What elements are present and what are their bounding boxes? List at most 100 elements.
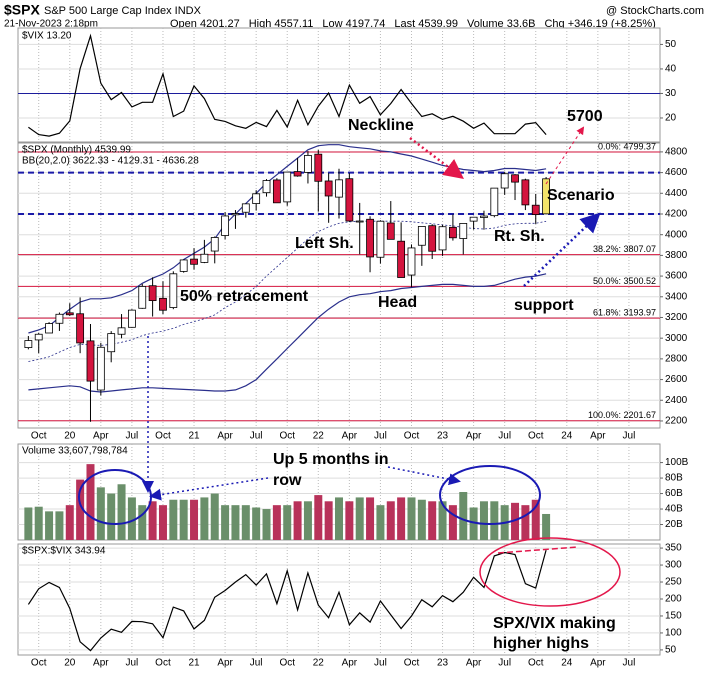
reference-label: 50.0%: 3500.52 (593, 276, 656, 286)
volume-bar (303, 501, 312, 540)
volume-bar (117, 484, 126, 540)
panel-frame (17, 543, 661, 656)
candle-body (96, 346, 105, 391)
candle-body (500, 173, 509, 189)
candle-body (542, 178, 550, 215)
volume-bar (76, 479, 85, 540)
reference-label: 0.0%: 4799.37 (598, 141, 656, 151)
y-tick-label: 50 (665, 39, 677, 50)
candle-body (459, 223, 468, 239)
annotation: higher highs (493, 635, 589, 652)
candle-body (386, 222, 395, 240)
series-line (27, 549, 547, 652)
y-tick-label: 4200 (665, 209, 688, 220)
volume-bar (179, 499, 188, 540)
y-tick-label: 3200 (665, 312, 688, 323)
x-tick-label: Oct (404, 658, 420, 669)
candle-body (34, 333, 43, 341)
y-tick-label: 20B (665, 519, 683, 530)
candle-body (521, 179, 530, 206)
x-tick-label: Apr (342, 431, 358, 442)
volume-bar (417, 499, 426, 540)
candle-body (397, 240, 406, 278)
candle-body (531, 204, 540, 216)
candle-body (200, 253, 209, 263)
y-tick-label: 4400 (665, 188, 688, 199)
date: 21-Nov-2023 2:18pm (4, 19, 98, 30)
candle-body (76, 313, 85, 344)
y-tick-label: 3400 (665, 291, 688, 302)
support-arrow (523, 212, 601, 287)
volume-bar (428, 501, 437, 540)
x-tick-label: Jul (126, 431, 139, 442)
y-tick-label: 2400 (665, 395, 688, 406)
candle-body (407, 247, 416, 276)
volume-bar (511, 502, 520, 540)
candle-body (283, 171, 292, 203)
reference-label: 61.8%: 3193.97 (593, 307, 656, 317)
legend-label: $VIX 13.20 (22, 31, 72, 42)
volume-bar (221, 505, 230, 540)
volume-bar (355, 497, 364, 540)
y-tick-label: 80B (665, 473, 683, 484)
x-tick-label: Jul (498, 431, 511, 442)
stats: Open 4201.27 High 4557.11 Low 4197.74 Last … (170, 18, 656, 30)
volume-bar (262, 509, 271, 540)
series-line (28, 33, 547, 137)
volume-bar (272, 505, 281, 540)
volume-bar (210, 493, 219, 540)
volume-arrow (387, 466, 461, 486)
candle-body (45, 323, 53, 334)
volume-bar (283, 505, 292, 540)
x-tick-label: 21 (188, 431, 200, 442)
x-tick-label: 24 (561, 431, 573, 442)
candle-body (159, 297, 167, 311)
candle-body (86, 340, 95, 382)
annotation: support (514, 297, 574, 314)
volume-bar (107, 493, 116, 540)
x-tick-label: Oct (404, 431, 420, 442)
x-tick-label: Oct (279, 658, 295, 669)
y-tick-label: 3600 (665, 271, 688, 282)
stat: Last 4539.99 (394, 18, 458, 30)
y-tick-label: 3800 (665, 250, 688, 261)
candle-body (190, 258, 198, 265)
volume-bar (96, 487, 105, 540)
candle-body (24, 340, 33, 348)
neckline-arrow (409, 137, 464, 180)
annotation: Scenario (547, 187, 615, 204)
volume-bar (169, 499, 178, 540)
candle-body (480, 215, 488, 218)
candle-body (417, 226, 426, 246)
annotation: 50% retracement (180, 288, 309, 305)
volume-bar (158, 505, 167, 540)
candle-body (231, 213, 240, 216)
panel-frame (17, 27, 661, 143)
legend-label: BB(20,2.0) 3622.33 - 4129.31 - 4636.28 (22, 156, 199, 167)
x-tick-label: Apr (93, 658, 109, 669)
volume-ellipse (439, 465, 541, 525)
x-tick-label: Oct (155, 658, 171, 669)
instrument-name: S&P 500 Large Cap Index INDX (44, 5, 202, 17)
y-tick-label: 2200 (665, 416, 688, 427)
x-tick-label: Jul (498, 658, 511, 669)
x-tick-label: Jul (374, 658, 387, 669)
x-tick-label: 20 (64, 431, 76, 442)
annotation: row (273, 472, 302, 489)
x-tick-label: Oct (279, 431, 295, 442)
candle-body (335, 179, 343, 198)
annotation: Head (378, 294, 417, 311)
stat: Low 4197.74 (322, 18, 385, 30)
stat: High 4557.11 (249, 18, 314, 30)
candle-body (345, 178, 354, 222)
x-tick-label: 23 (437, 658, 449, 669)
volume-bar (438, 501, 447, 540)
data (24, 33, 551, 652)
candle-body (449, 226, 457, 239)
volume-bar (386, 501, 395, 540)
volume-bar (469, 507, 478, 540)
stat: Open 4201.27 (170, 18, 240, 30)
volume-bar (521, 505, 530, 540)
x-tick-label: 23 (437, 431, 449, 442)
